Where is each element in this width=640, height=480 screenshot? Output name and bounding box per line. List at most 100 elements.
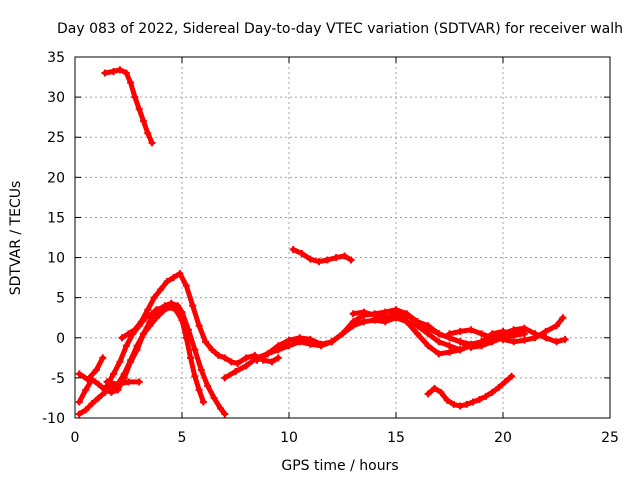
data-point xyxy=(531,330,539,338)
data-series xyxy=(75,66,569,418)
data-point xyxy=(139,117,147,125)
data-point xyxy=(178,308,186,316)
data-point xyxy=(446,348,453,356)
series-arc-14 xyxy=(488,324,569,346)
data-point xyxy=(450,400,458,408)
data-point xyxy=(413,318,421,326)
data-point xyxy=(176,270,184,278)
data-point xyxy=(204,382,212,390)
data-point xyxy=(221,374,229,382)
data-point xyxy=(467,343,475,351)
data-point xyxy=(199,398,207,406)
data-point xyxy=(157,286,165,294)
data-point xyxy=(127,79,135,87)
data-point xyxy=(82,386,90,394)
data-point xyxy=(520,336,528,344)
data-point xyxy=(197,366,205,374)
data-point xyxy=(289,246,297,254)
data-point xyxy=(332,254,340,262)
data-point xyxy=(135,378,143,386)
data-point xyxy=(478,330,486,338)
data-point xyxy=(182,282,190,290)
data-point xyxy=(144,306,152,314)
data-point xyxy=(75,398,83,406)
data-point xyxy=(217,404,225,412)
data-point xyxy=(495,384,503,392)
data-point xyxy=(84,375,92,383)
data-point xyxy=(191,346,199,354)
y-tick-label: 20 xyxy=(47,170,65,186)
data-point xyxy=(107,388,115,396)
data-point xyxy=(510,338,518,346)
data-point xyxy=(187,354,195,362)
y-tick-label: 10 xyxy=(47,251,65,267)
data-point xyxy=(137,318,145,326)
data-point xyxy=(232,367,239,375)
data-point xyxy=(184,326,192,334)
data-point xyxy=(125,378,132,386)
data-point xyxy=(298,250,306,258)
data-point xyxy=(463,400,471,408)
data-point xyxy=(202,338,210,346)
x-axis: 0 5 10 15 20 25 xyxy=(71,57,619,446)
series-trace xyxy=(104,300,228,417)
data-point xyxy=(174,302,182,310)
data-point xyxy=(189,302,197,310)
data-point xyxy=(317,340,325,348)
data-point xyxy=(169,274,177,282)
data-point xyxy=(424,322,432,330)
data-point xyxy=(431,384,439,392)
data-point xyxy=(424,342,432,350)
data-point xyxy=(122,69,130,77)
data-point xyxy=(125,330,132,338)
data-point xyxy=(167,299,175,307)
data-point xyxy=(469,398,477,406)
y-tick-label: 0 xyxy=(56,331,65,347)
data-point xyxy=(146,318,154,326)
chart-title: Day 083 of 2022, Sidereal Day-to-day VTE… xyxy=(57,21,623,37)
data-point xyxy=(306,255,314,263)
data-point xyxy=(339,330,346,338)
data-point xyxy=(520,324,528,332)
data-point xyxy=(371,311,379,319)
data-point xyxy=(152,306,160,314)
data-point xyxy=(122,342,130,350)
plot-frame xyxy=(74,56,611,419)
data-point xyxy=(347,256,355,264)
data-point xyxy=(131,93,139,101)
x-tick-label: 10 xyxy=(280,430,298,446)
x-tick-label: 5 xyxy=(178,430,187,446)
data-point xyxy=(488,388,496,396)
data-point xyxy=(456,327,464,335)
data-point xyxy=(242,362,250,370)
data-point xyxy=(435,350,443,358)
data-point xyxy=(103,378,111,386)
data-point xyxy=(306,335,314,343)
data-point xyxy=(360,318,368,326)
x-tick-label: 0 xyxy=(71,430,80,446)
y-tick-label: 15 xyxy=(47,210,65,226)
series-arc-7 xyxy=(75,354,107,383)
series-arc-6 xyxy=(75,306,160,406)
data-point xyxy=(191,372,199,380)
data-point xyxy=(349,318,357,326)
data-point xyxy=(139,330,147,338)
data-point xyxy=(285,336,293,344)
y-tick-label: -5 xyxy=(51,371,65,387)
data-point xyxy=(101,69,109,77)
data-point xyxy=(435,330,443,338)
data-point xyxy=(110,67,118,75)
data-point xyxy=(424,390,432,398)
series-trace xyxy=(76,355,106,382)
data-point xyxy=(92,366,100,374)
data-point xyxy=(349,310,357,318)
data-point xyxy=(324,256,332,264)
data-point xyxy=(110,370,118,378)
data-point xyxy=(403,318,411,326)
data-point xyxy=(510,326,518,334)
data-point xyxy=(195,386,203,394)
data-point xyxy=(195,322,203,330)
y-tick-label: 5 xyxy=(56,291,65,307)
